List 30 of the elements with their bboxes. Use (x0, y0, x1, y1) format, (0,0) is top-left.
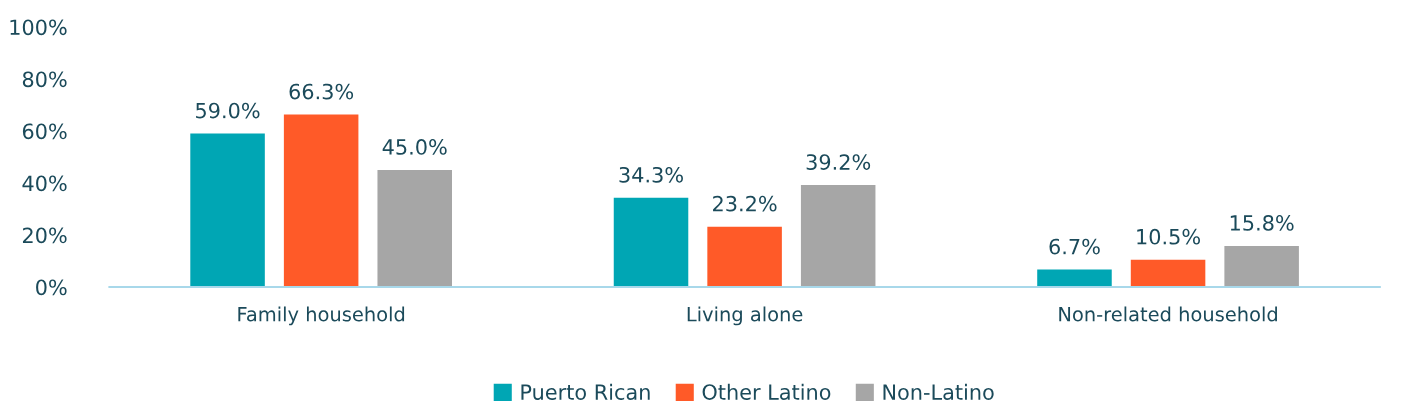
bar (613, 197, 689, 288)
bar (1037, 269, 1112, 288)
bar (800, 185, 876, 288)
bar (707, 226, 782, 288)
legend-label: Non-Latino (883, 383, 994, 400)
data-label: 66.3% (289, 83, 354, 100)
x-tick-label: Family household (238, 306, 405, 326)
data-label: 45.0% (382, 139, 447, 155)
data-label: 59.0% (196, 102, 260, 119)
data-label: 6.7% (1049, 238, 1100, 255)
data-label: 34.3% (619, 166, 683, 183)
x-tick-label: Living alone (687, 306, 803, 326)
legend-label: Other Latino (702, 383, 831, 400)
bar (283, 114, 359, 288)
y-tick-label: 60% (22, 123, 67, 140)
y-tick-label: 40% (22, 175, 67, 192)
x-tick-label: Non-related household (1059, 306, 1277, 322)
y-tick-label: 100% (10, 19, 67, 36)
data-label: 23.2% (713, 195, 777, 212)
bar (377, 169, 452, 288)
bar (1224, 245, 1299, 288)
bar (190, 133, 265, 288)
bar (1130, 259, 1206, 288)
y-tick-label: 0% (36, 279, 67, 296)
y-tick-label: 20% (22, 227, 67, 244)
data-label: 10.5% (1137, 228, 1200, 245)
y-tick-label: 80% (22, 71, 67, 88)
data-label: 15.8% (1230, 215, 1294, 231)
legend-label: Puerto Rican (521, 383, 650, 400)
data-label: 39.2% (806, 154, 871, 170)
